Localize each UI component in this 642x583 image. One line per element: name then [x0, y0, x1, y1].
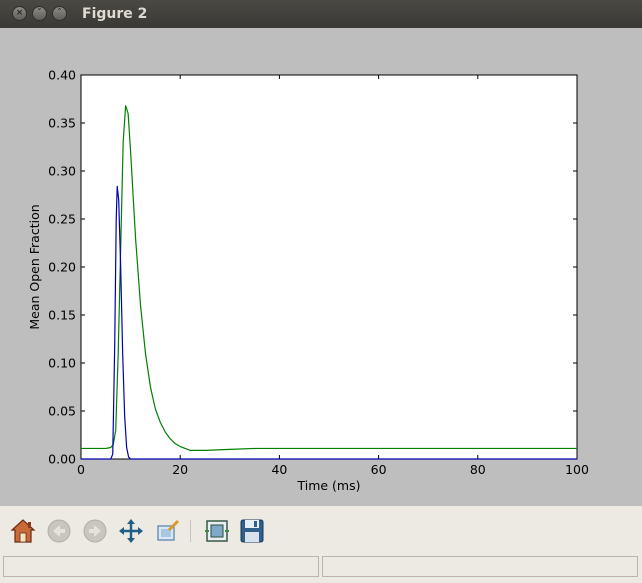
- forward-button[interactable]: [82, 518, 108, 544]
- minimize-icon: ˅: [37, 8, 42, 18]
- y-tick-label: 0.20: [48, 260, 76, 275]
- home-icon: [10, 519, 36, 543]
- close-button[interactable]: ×: [12, 6, 27, 21]
- y-tick-label: 0.05: [48, 404, 76, 419]
- x-tick-label: 60: [371, 462, 387, 477]
- subplots-icon: [205, 520, 229, 542]
- x-tick-label: 40: [271, 462, 287, 477]
- window-titlebar: × ˅ ˄ Figure 2: [0, 0, 642, 28]
- y-tick-label: 0.10: [48, 356, 76, 371]
- home-button[interactable]: [10, 518, 36, 544]
- x-tick-label: 80: [470, 462, 486, 477]
- status-coords-panel: [322, 556, 638, 577]
- x-tick-label: 20: [172, 462, 188, 477]
- y-axis-label: Mean Open Fraction: [27, 204, 42, 329]
- subplots-button[interactable]: [204, 518, 230, 544]
- pan-move-icon: [119, 519, 143, 543]
- y-tick-label: 0.35: [48, 116, 76, 131]
- y-tick-label: 0.00: [48, 452, 76, 467]
- series-line-1: [81, 185, 577, 460]
- status-bar: [0, 554, 642, 583]
- x-tick-label: 0: [77, 462, 85, 477]
- y-tick-label: 0.15: [48, 308, 76, 323]
- zoom-button[interactable]: [155, 518, 181, 544]
- plot-area: [80, 74, 578, 460]
- minimize-button[interactable]: ˅: [32, 6, 47, 21]
- window-title: Figure 2: [82, 6, 148, 22]
- forward-arrow-icon: [83, 519, 107, 543]
- pan-button[interactable]: [118, 518, 144, 544]
- status-message-panel: [3, 556, 319, 577]
- toolbar-separator: [190, 520, 191, 542]
- line-chart: 0 20 40 60 80 100 0.00 0.05 0.10 0.15 0.20 0.25 0.30…: [27, 68, 589, 494]
- back-button[interactable]: [46, 518, 72, 544]
- y-tick-label: 0.25: [48, 212, 76, 227]
- maximize-icon: ˄: [57, 8, 62, 18]
- save-button[interactable]: [239, 518, 265, 544]
- x-tick-label: 100: [565, 462, 589, 477]
- y-tick-label: 0.40: [48, 68, 76, 83]
- save-floppy-icon: [240, 519, 264, 543]
- y-tick-label: 0.30: [48, 164, 76, 179]
- x-axis-label: Time (ms): [296, 478, 360, 493]
- maximize-button[interactable]: ˄: [52, 6, 67, 21]
- zoom-rect-icon: [157, 519, 180, 541]
- back-arrow-icon: [47, 519, 71, 543]
- navigation-toolbar: [0, 506, 642, 554]
- figure-canvas: 0 20 40 60 80 100 0.00 0.05 0.10 0.15 0.20 0.25 0.30…: [0, 28, 642, 506]
- close-icon: ×: [15, 8, 24, 18]
- series-line-0: [81, 105, 577, 451]
